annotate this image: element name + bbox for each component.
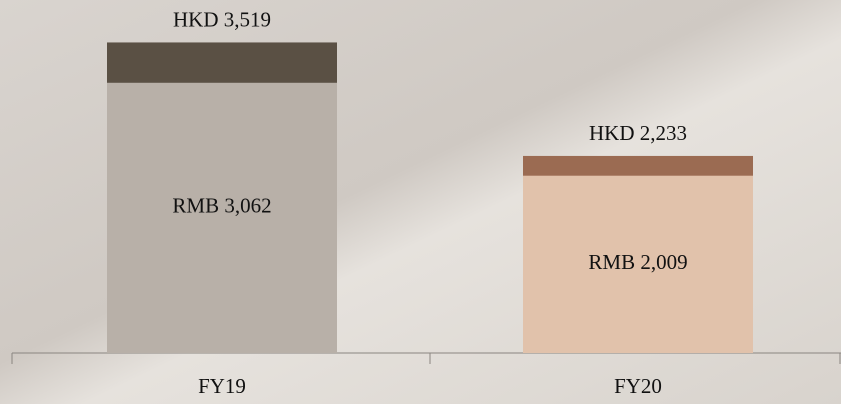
data-label: RMB 2,009 bbox=[588, 250, 687, 274]
x-tick-label: FY19 bbox=[198, 374, 246, 398]
bar bbox=[523, 175, 753, 353]
bar bbox=[107, 82, 337, 353]
data-label: RMB 3,062 bbox=[172, 194, 271, 218]
data-label: HKD 2,233 bbox=[589, 121, 687, 145]
x-tick-label: FY20 bbox=[614, 374, 662, 398]
data-label: HKD 3,519 bbox=[173, 7, 271, 31]
